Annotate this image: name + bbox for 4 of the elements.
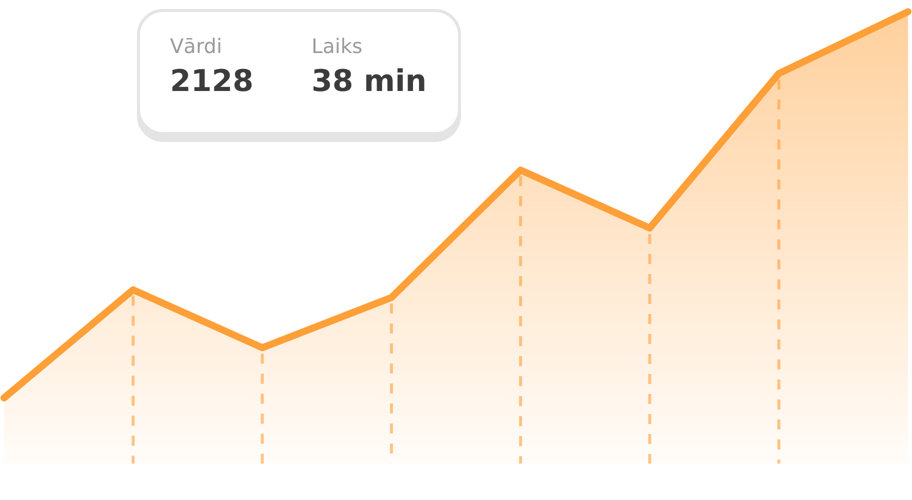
annotation: Vārdi (170, 34, 224, 58)
annotation: 2128 (170, 64, 254, 99)
annotation: 38 min (312, 64, 427, 99)
annotation: Laiks (312, 34, 364, 58)
